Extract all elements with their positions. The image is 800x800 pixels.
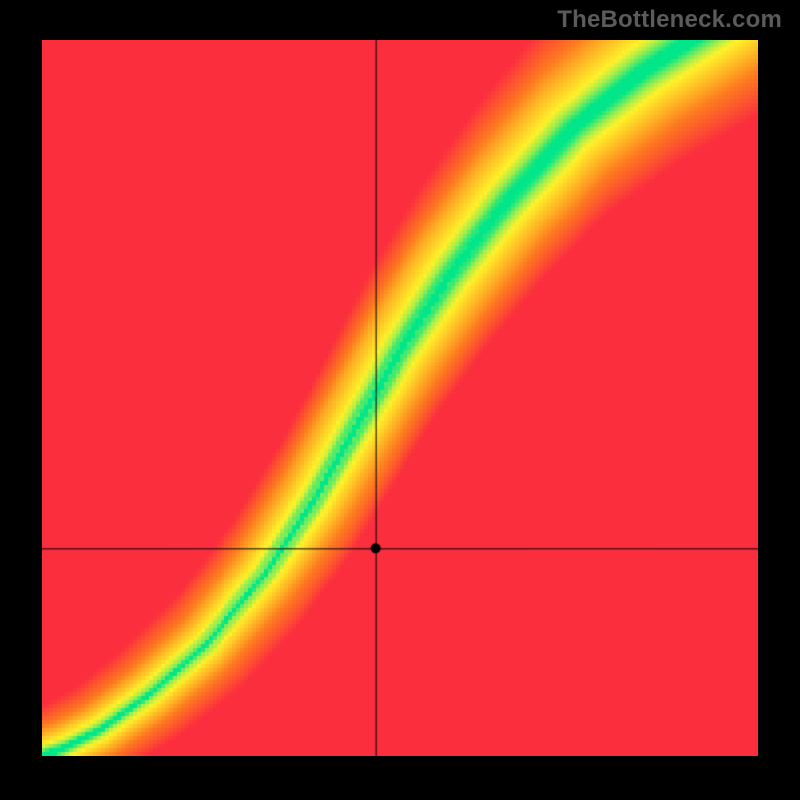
- chart-frame: TheBottleneck.com: [0, 0, 800, 800]
- watermark-text: TheBottleneck.com: [557, 6, 782, 34]
- bottleneck-heatmap: [42, 40, 758, 756]
